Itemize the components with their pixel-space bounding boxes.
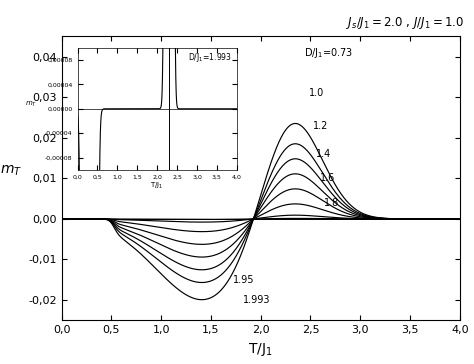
Y-axis label: $m_T$: $m_T$ [0,164,23,178]
Text: 1.4: 1.4 [317,149,332,159]
Text: 1.8: 1.8 [324,198,340,208]
Text: 1.993: 1.993 [243,295,270,305]
Text: $J_s/J_1=2.0$ , $J/J_1=1.0$: $J_s/J_1=2.0$ , $J/J_1=1.0$ [346,15,464,31]
Text: D/J$_1$=0.73: D/J$_1$=0.73 [303,46,352,60]
Text: 1.0: 1.0 [309,88,324,98]
Text: 1.2: 1.2 [312,120,328,131]
X-axis label: T/J$_1$: T/J$_1$ [248,341,273,358]
Text: 1.6: 1.6 [320,173,336,183]
Text: 1.95: 1.95 [233,275,255,285]
